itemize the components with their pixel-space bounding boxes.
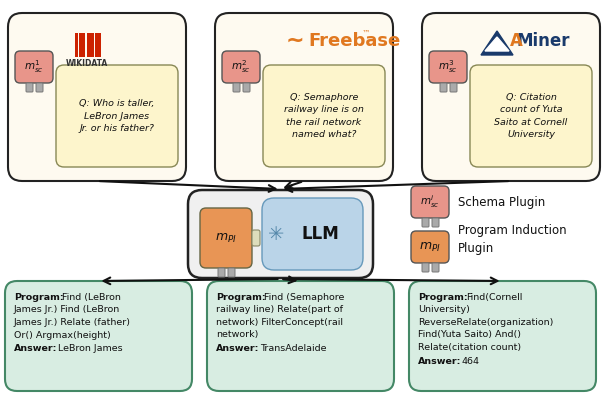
FancyBboxPatch shape: [83, 33, 85, 57]
FancyBboxPatch shape: [470, 65, 592, 167]
FancyBboxPatch shape: [91, 33, 94, 57]
Text: railway line) Relate(part of: railway line) Relate(part of: [216, 305, 343, 314]
FancyBboxPatch shape: [262, 198, 363, 270]
Text: LeBron James: LeBron James: [58, 344, 123, 353]
FancyBboxPatch shape: [233, 83, 240, 92]
FancyBboxPatch shape: [252, 230, 260, 246]
FancyBboxPatch shape: [99, 33, 101, 57]
Text: Schema Plugin: Schema Plugin: [458, 196, 545, 209]
FancyBboxPatch shape: [56, 65, 178, 167]
Text: Answer:: Answer:: [418, 356, 461, 366]
FancyBboxPatch shape: [432, 263, 439, 272]
Text: ReverseRelate(organization): ReverseRelate(organization): [418, 318, 553, 327]
Text: ™: ™: [362, 29, 370, 38]
Text: Answer:: Answer:: [216, 344, 259, 353]
FancyBboxPatch shape: [8, 13, 186, 181]
FancyBboxPatch shape: [207, 281, 394, 391]
FancyBboxPatch shape: [5, 281, 192, 391]
FancyBboxPatch shape: [15, 51, 53, 83]
Text: Or() Argmax(height): Or() Argmax(height): [14, 331, 111, 339]
FancyBboxPatch shape: [222, 51, 260, 83]
FancyBboxPatch shape: [422, 13, 600, 181]
Text: Find (LeBron: Find (LeBron: [62, 293, 121, 302]
FancyBboxPatch shape: [218, 268, 225, 277]
Text: Q: Citation
count of Yuta
Saito at Cornell
University: Q: Citation count of Yuta Saito at Corne…: [494, 93, 567, 139]
FancyBboxPatch shape: [450, 83, 457, 92]
FancyBboxPatch shape: [422, 218, 429, 227]
Text: $m_{PI}$: $m_{PI}$: [419, 240, 441, 253]
Text: Relate(citation count): Relate(citation count): [418, 343, 521, 352]
Text: ~: ~: [286, 31, 304, 51]
Text: Program:: Program:: [418, 293, 468, 302]
FancyBboxPatch shape: [79, 33, 84, 57]
FancyBboxPatch shape: [36, 83, 43, 92]
FancyBboxPatch shape: [411, 231, 449, 263]
FancyBboxPatch shape: [263, 65, 385, 167]
Text: $m_{PI}$: $m_{PI}$: [215, 231, 237, 245]
FancyBboxPatch shape: [422, 263, 429, 272]
Text: James Jr.) Relate (father): James Jr.) Relate (father): [14, 318, 131, 327]
FancyBboxPatch shape: [409, 281, 596, 391]
Text: A: A: [510, 32, 523, 50]
Text: Answer:: Answer:: [14, 344, 57, 353]
Text: Miner: Miner: [517, 32, 570, 50]
FancyBboxPatch shape: [440, 83, 447, 92]
FancyBboxPatch shape: [215, 13, 393, 181]
FancyBboxPatch shape: [429, 51, 467, 83]
FancyBboxPatch shape: [200, 208, 252, 268]
Text: WIKIDATA: WIKIDATA: [66, 59, 108, 67]
Text: Find(Cornell: Find(Cornell: [466, 293, 523, 302]
FancyBboxPatch shape: [243, 83, 250, 92]
Text: Q: Who is taller,
LeBron James
Jr. or his father?: Q: Who is taller, LeBron James Jr. or hi…: [79, 99, 155, 133]
Text: Freebase: Freebase: [308, 32, 400, 50]
FancyBboxPatch shape: [95, 33, 100, 57]
Text: Program:: Program:: [14, 293, 64, 302]
Text: Program:: Program:: [216, 293, 266, 302]
Text: Q: Semaphore
railway line is on
the rail network
named what?: Q: Semaphore railway line is on the rail…: [284, 93, 364, 139]
Text: $m^{2}_{sc}$: $m^{2}_{sc}$: [231, 59, 251, 75]
FancyBboxPatch shape: [411, 186, 449, 218]
Text: $m^{3}_{sc}$: $m^{3}_{sc}$: [438, 59, 458, 75]
Text: Find(Yuta Saito) And(): Find(Yuta Saito) And(): [418, 331, 521, 339]
Polygon shape: [481, 31, 513, 55]
FancyBboxPatch shape: [188, 190, 373, 278]
Text: LLM: LLM: [301, 225, 340, 243]
Text: 464: 464: [462, 356, 480, 366]
Text: Program Induction
Plugin: Program Induction Plugin: [458, 223, 567, 255]
FancyBboxPatch shape: [26, 83, 33, 92]
FancyBboxPatch shape: [228, 268, 235, 277]
Text: University): University): [418, 305, 470, 314]
Text: network): network): [216, 331, 258, 339]
Text: Find (Semaphore: Find (Semaphore: [264, 293, 344, 302]
Text: $m^{i}_{sc}$: $m^{i}_{sc}$: [420, 194, 440, 210]
Text: network) FilterConcept(rail: network) FilterConcept(rail: [216, 318, 343, 327]
FancyBboxPatch shape: [432, 218, 439, 227]
Text: TransAdelaide: TransAdelaide: [260, 344, 327, 353]
Polygon shape: [485, 37, 509, 51]
Text: James Jr.) Find (LeBron: James Jr.) Find (LeBron: [14, 305, 120, 314]
FancyBboxPatch shape: [87, 33, 91, 57]
FancyBboxPatch shape: [75, 33, 78, 57]
Text: ✳: ✳: [268, 225, 284, 244]
Text: $m^{1}_{sc}$: $m^{1}_{sc}$: [24, 59, 44, 75]
